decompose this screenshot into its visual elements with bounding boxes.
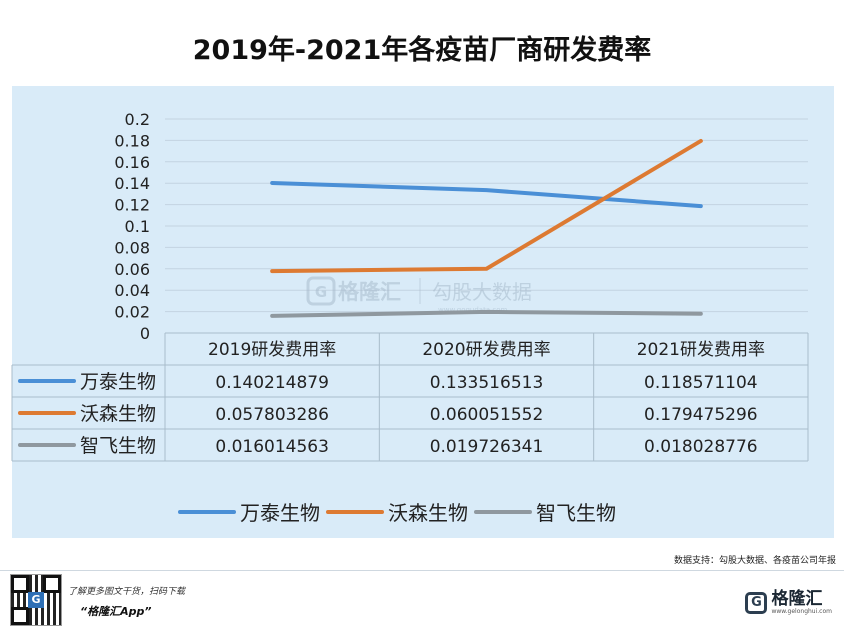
footer-divider [0,570,844,571]
y-tick-label: 0 [140,324,150,343]
y-tick-label: 0.18 [114,131,150,150]
promo-text: 了解更多图文干货，扫码下载 [68,587,186,597]
data-label: 0.019726341 [430,437,544,457]
y-tick-label: 0.12 [114,196,150,215]
watermark-logo-icon [306,276,336,306]
data-label: 0.060051552 [430,405,544,425]
y-tick-label: 0.04 [114,281,150,300]
x-tick-label: 2020研发费用率 [422,340,550,360]
qr-corner [43,575,61,593]
data-source: 数据支持：勾股大数据、各疫苗公司年报 [673,556,836,566]
brand-logo-icon: G [745,591,768,614]
row-series-name: 智飞生物 [80,435,156,457]
qr-corner [11,607,29,625]
qr-logo-letter: G [28,592,44,608]
brand-domain: www.gelonghui.com [771,608,832,615]
qr-code-icon: G [10,574,62,626]
row-series-name: 万泰生物 [80,371,156,393]
data-label: 0.118571104 [644,373,758,393]
watermark-left: 格隆汇 [338,280,401,304]
x-tick-label: 2019研发费用率 [208,340,336,360]
y-tick-label: 0.14 [114,174,150,193]
row-series-name: 沃森生物 [80,403,156,425]
watermark: G 格隆汇 勾股大数据 www.gogudata.com [306,276,532,314]
watermark-right: 勾股大数据 [432,280,532,304]
y-tick-label: 0.1 [125,217,150,236]
data-label: 0.179475296 [644,405,758,425]
y-tick-labels: 0 0.02 0.04 0.06 0.08 0.1 0.12 0.14 0.16 0.18 0.2 [114,110,150,343]
data-label: 0.016014563 [215,437,329,457]
brand-name: 格隆汇 [771,589,823,609]
series-line [270,138,703,274]
data-label: 0.057803286 [215,405,329,425]
legend: 万泰生物 沃森生物 智飞生物 [178,501,616,525]
series-lines [270,138,703,318]
watermark-sub: www.gogudata.com [438,306,507,314]
y-tick-label: 0.2 [125,110,150,129]
y-tick-label: 0.16 [114,153,150,172]
y-tick-label: 0.08 [114,238,150,257]
y-tick-label: 0.02 [114,303,150,322]
series-line [270,180,703,209]
qr-corner [11,575,29,593]
data-label: 0.140214879 [215,373,329,393]
legend-label: 万泰生物 [240,501,320,525]
legend-label: 沃森生物 [388,501,468,525]
watermark-logo-letter: G [315,283,327,301]
brand-logo: G 格隆汇 www.gelonghui.com [745,590,832,615]
x-tick-label: 2021研发费用率 [637,340,765,360]
y-tick-label: 0.06 [114,260,150,279]
data-label: 0.018028776 [644,437,758,457]
series-line [270,309,703,318]
chart-title: 2019年-2021年各疫苗厂商研发费率 [192,35,652,66]
data-label: 0.133516513 [430,373,544,393]
legend-label: 智飞生物 [536,501,616,525]
promo-app-name: “格隆汇App” [80,605,152,618]
